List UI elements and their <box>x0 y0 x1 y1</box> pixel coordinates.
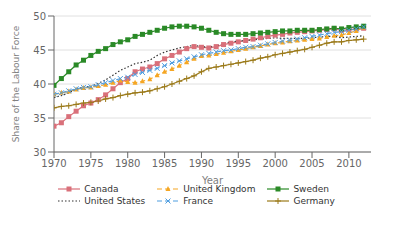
svg-text:2005: 2005 <box>299 158 324 169</box>
svg-text:40: 40 <box>33 79 46 90</box>
svg-text:2000: 2000 <box>262 158 287 169</box>
svg-text:30: 30 <box>33 147 46 158</box>
svg-text:2010: 2010 <box>336 158 361 169</box>
html-text:France: France <box>183 196 214 206</box>
svg-text:50: 50 <box>33 11 46 22</box>
html-text:United Kingdom: United Kingdom <box>183 184 256 194</box>
svg-text:Share of the Labour Force: Share of the Labour Force <box>11 25 21 142</box>
svg-text:35: 35 <box>33 113 46 124</box>
html-text:Germany: Germany <box>293 196 335 206</box>
svg-text:45: 45 <box>33 45 46 56</box>
svg-text:1990: 1990 <box>189 158 214 169</box>
html-text:Canada: Canada <box>84 184 119 194</box>
svg-text:1985: 1985 <box>152 158 177 169</box>
svg-text:1980: 1980 <box>115 158 140 169</box>
svg-text:1970: 1970 <box>41 158 66 169</box>
html-text:United States: United States <box>84 196 146 206</box>
svg-text:1975: 1975 <box>78 158 103 169</box>
html-text:Sweden: Sweden <box>293 184 329 194</box>
svg-text:Year: Year <box>201 175 224 184</box>
svg-text:1995: 1995 <box>226 158 251 169</box>
